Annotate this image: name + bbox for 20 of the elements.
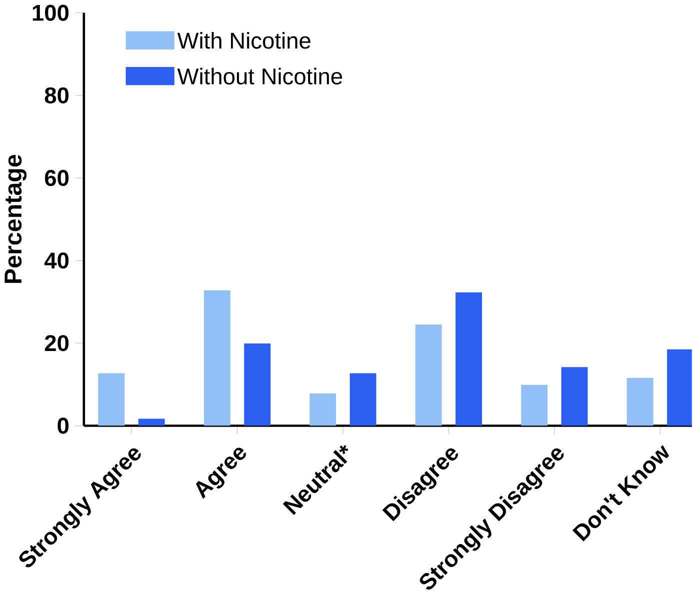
- y-tick-label: 80: [44, 87, 69, 104]
- y-tick-label: 60: [44, 170, 69, 186]
- y-tick-label: 100: [32, 4, 69, 21]
- y-axis-title: Percentage: [4, 154, 27, 283]
- legend-label: With Nicotine: [177, 32, 310, 49]
- bar: [350, 373, 376, 426]
- bar: [521, 384, 548, 426]
- bar: [310, 393, 336, 426]
- bar: [456, 292, 482, 426]
- bar: [204, 290, 230, 426]
- legend-label: Without Nicotine: [177, 68, 342, 84]
- bar: [244, 343, 271, 426]
- bar: [626, 378, 654, 426]
- bar: [138, 418, 165, 426]
- bar: [561, 366, 588, 426]
- bar: [415, 324, 442, 426]
- y-tick-label: 20: [44, 334, 69, 352]
- bar: [98, 373, 125, 426]
- y-tick-label: 40: [44, 252, 69, 269]
- y-tick-label: 0: [58, 418, 69, 434]
